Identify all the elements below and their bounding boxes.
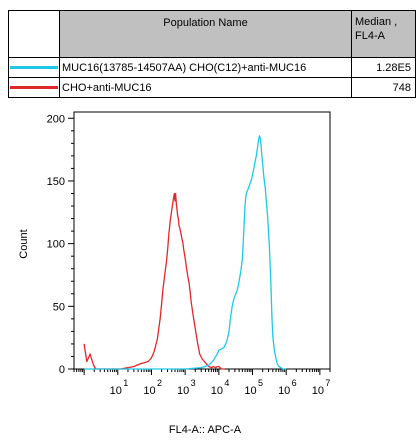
legend-swatch-cyan	[10, 66, 58, 69]
x-tick-label-exponent: 3	[191, 378, 196, 388]
x-tick-label-base: 10	[211, 385, 223, 397]
x-tick-label-exponent: 5	[258, 378, 263, 388]
legend-swatch-red	[10, 86, 58, 89]
legend-header-blank	[8, 10, 60, 58]
series-red-histogram	[83, 192, 225, 370]
legend-table: Population Name Median , FL4-A MUC16(137…	[8, 10, 416, 98]
legend-median-value: 1.28E5	[351, 57, 416, 78]
x-tick-label-base: 10	[177, 385, 189, 397]
legend-label: CHO+anti-MUC16	[59, 77, 352, 98]
plot-frame	[73, 111, 331, 370]
y-tick-label: 0	[59, 364, 65, 376]
x-axis-label: FL4-A:: APC-A	[169, 424, 242, 436]
y-axis-label: Count	[18, 229, 30, 258]
series-cyan-histogram	[84, 135, 287, 370]
y-tick-label: 200	[47, 113, 65, 125]
x-tick-label-exponent: 7	[325, 378, 330, 388]
x-tick-label-exponent: 4	[224, 378, 229, 388]
legend-label: MUC16(13785-14507AA) CHO(C12)+anti-MUC16	[59, 57, 352, 78]
x-tick-label-exponent: 6	[292, 378, 297, 388]
legend-header-median-line1: Median ,	[355, 16, 398, 28]
x-tick-label-base: 10	[244, 385, 256, 397]
legend-row: MUC16(13785-14507AA) CHO(C12)+anti-MUC16…	[8, 57, 416, 78]
legend-header-median-line2: FL4-A	[355, 30, 385, 42]
legend-header-median: Median , FL4-A	[351, 10, 416, 58]
x-tick-label-base: 10	[143, 385, 155, 397]
legend-median-value: 748	[351, 77, 416, 98]
x-tick-label-base: 10	[278, 385, 290, 397]
y-tick-label: 150	[47, 176, 65, 188]
y-tick-label: 50	[53, 301, 65, 313]
legend-row: CHO+anti-MUC16 748	[8, 77, 416, 98]
x-tick-label-base: 10	[110, 385, 122, 397]
x-tick-label-exponent: 1	[123, 378, 128, 388]
y-tick-label: 100	[47, 239, 65, 251]
x-tick-label-base: 10	[312, 385, 324, 397]
x-tick-label-exponent: 2	[157, 378, 162, 388]
